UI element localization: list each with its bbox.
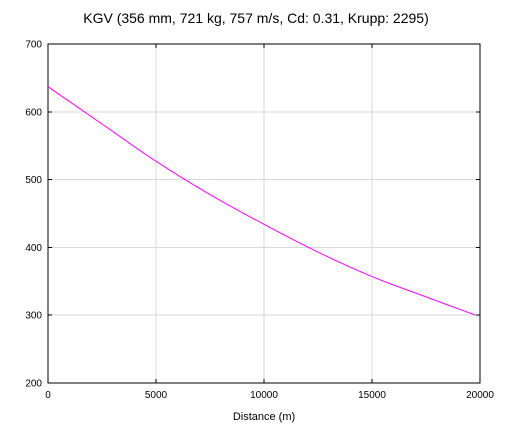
chart-title: KGV (356 mm, 721 kg, 757 m/s, Cd: 0.31, … [83,10,429,26]
x-axis-label: Distance (m) [233,411,295,423]
x-tick-label: 5000 [145,390,168,401]
y-tick-label: 400 [25,243,42,254]
series-line [47,86,476,316]
y-tick-label: 300 [25,311,42,322]
y-tick-label: 700 [25,40,42,51]
x-tick-label: 0 [45,390,51,401]
x-tick-label: 10000 [250,390,278,401]
axis-ticks: 0 5000 10000 15000 20000 200 300 400 500 600 700 [25,40,494,402]
y-tick-label: 500 [25,175,42,186]
series-layer [47,86,476,316]
x-tick-label: 20000 [466,390,494,401]
grid [48,44,480,383]
x-tick-label: 15000 [358,390,386,401]
y-tick-label: 600 [25,107,42,118]
y-tick-label: 200 [25,379,42,390]
